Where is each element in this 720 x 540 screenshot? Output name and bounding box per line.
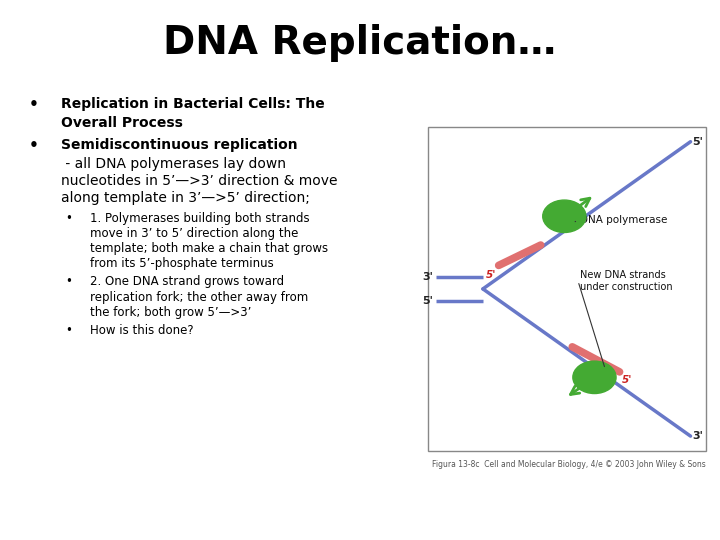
Text: 5': 5' — [485, 270, 496, 280]
Text: Figura 13-8c  Cell and Molecular Biology, 4/e © 2003 John Wiley & Sons: Figura 13-8c Cell and Molecular Biology,… — [432, 460, 706, 469]
Text: 5': 5' — [622, 375, 632, 385]
Text: 1. Polymerases building both strands: 1. Polymerases building both strands — [90, 212, 310, 225]
Text: nucleotides in 5’—>3’ direction & move: nucleotides in 5’—>3’ direction & move — [61, 174, 338, 188]
Text: 5': 5' — [692, 137, 703, 147]
Text: •: • — [65, 324, 72, 337]
Text: 3': 3' — [423, 272, 433, 282]
Text: replication fork; the other away from: replication fork; the other away from — [90, 291, 308, 303]
Text: Replication in Bacterial Cells: The: Replication in Bacterial Cells: The — [61, 97, 325, 111]
Text: template; both make a chain that grows: template; both make a chain that grows — [90, 242, 328, 255]
Text: - all DNA polymerases lay down: - all DNA polymerases lay down — [61, 157, 287, 171]
Text: •: • — [29, 138, 39, 153]
Text: 5': 5' — [423, 296, 433, 306]
Bar — [428, 127, 706, 451]
Text: How is this done?: How is this done? — [90, 324, 194, 337]
Text: Semidiscontinuous replication: Semidiscontinuous replication — [61, 138, 298, 152]
Text: 2. One DNA strand grows toward: 2. One DNA strand grows toward — [90, 275, 284, 288]
Text: the fork; both grow 5’—>3’: the fork; both grow 5’—>3’ — [90, 306, 251, 319]
Text: DNA polymerase: DNA polymerase — [580, 215, 667, 225]
Text: from its 5’-phosphate terminus: from its 5’-phosphate terminus — [90, 257, 274, 270]
Text: •: • — [29, 97, 39, 112]
Text: New DNA strands
under construction: New DNA strands under construction — [580, 270, 672, 292]
Text: 3': 3' — [692, 431, 703, 441]
Text: •: • — [65, 275, 72, 288]
Circle shape — [573, 361, 616, 394]
Circle shape — [543, 200, 586, 233]
Text: Overall Process: Overall Process — [61, 116, 183, 130]
Text: •: • — [65, 212, 72, 225]
Text: DNA Replication…: DNA Replication… — [163, 24, 557, 62]
Text: move in 3’ to 5’ direction along the: move in 3’ to 5’ direction along the — [90, 227, 298, 240]
Text: along template in 3’—>5’ direction;: along template in 3’—>5’ direction; — [61, 191, 310, 205]
